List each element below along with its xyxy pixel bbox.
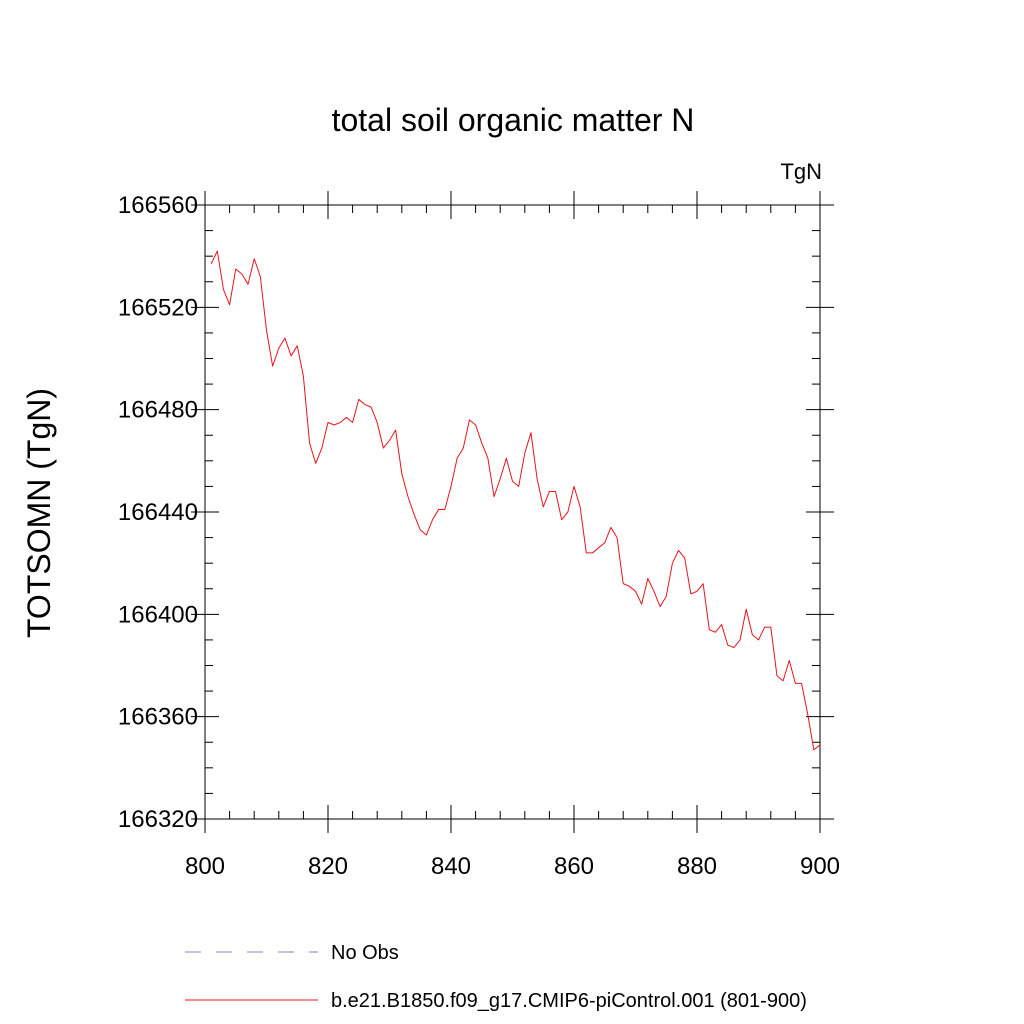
series-line: [210, 250, 821, 751]
units-label: TgN: [780, 159, 822, 184]
y-tick-label: 166480: [118, 397, 198, 424]
y-tick-label: 166520: [118, 294, 198, 321]
legend-label: b.e21.B1850.f09_g17.CMIP6-piControl.001 …: [331, 990, 807, 1012]
x-tick-label: 840: [431, 853, 471, 880]
y-tick-label: 166560: [118, 192, 198, 219]
y-axis-label: TOTSOMN (TgN): [21, 388, 57, 638]
legend: No Obs b.e21.B1850.f09_g17.CMIP6-piContro…: [185, 942, 807, 1012]
major-ticks: [191, 191, 834, 833]
x-tick-label: 860: [554, 853, 594, 880]
x-tick-label: 880: [677, 853, 717, 880]
plot-frame: [204, 204, 821, 820]
y-tick-label: 166400: [118, 601, 198, 628]
chart-title: total soil organic matter N: [332, 102, 695, 138]
x-tick-label: 900: [800, 853, 840, 880]
tick-labels: 800 820 840 860 880 900 166320 166360 166400 1664…: [118, 192, 840, 880]
x-tick-label: 800: [185, 853, 225, 880]
legend-label: No Obs: [331, 942, 399, 964]
minor-ticks: [205, 205, 820, 819]
y-tick-label: 166440: [118, 499, 198, 526]
series-layer: [210, 250, 821, 751]
y-tick-label: 166360: [118, 704, 198, 731]
y-tick-label: 166320: [118, 806, 198, 833]
x-tick-label: 820: [308, 853, 348, 880]
